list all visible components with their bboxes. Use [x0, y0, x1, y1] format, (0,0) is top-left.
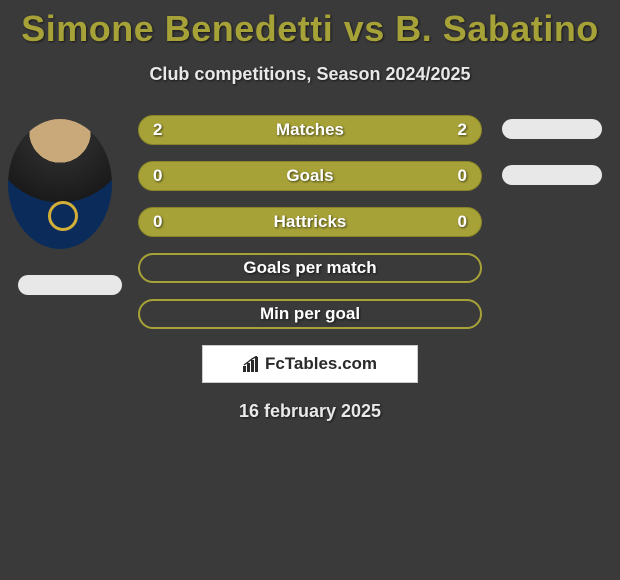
bar-chart-icon [243, 356, 261, 372]
stat-label: Min per goal [260, 304, 360, 324]
stat-bar-matches: 2 Matches 2 [138, 115, 482, 145]
player-right-pill-2 [502, 165, 602, 185]
stat-right-value: 0 [458, 212, 467, 232]
stat-right-value: 0 [458, 166, 467, 186]
stat-left-value: 2 [153, 120, 162, 140]
player-right-pill-1 [502, 119, 602, 139]
stat-label: Matches [276, 120, 344, 140]
stat-bar-goals: 0 Goals 0 [138, 161, 482, 191]
stat-label: Goals per match [243, 258, 376, 278]
player-left-name-pill [18, 275, 122, 295]
stat-left-value: 0 [153, 166, 162, 186]
stat-label: Goals [286, 166, 333, 186]
stat-bar-min-per-goal: Min per goal [138, 299, 482, 329]
page-title: Simone Benedetti vs B. Sabatino [0, 0, 620, 50]
source-logo: FcTables.com [202, 345, 418, 383]
comparison-panel: 2 Matches 2 0 Goals 0 0 Hattricks 0 Goal… [0, 115, 620, 422]
stat-label: Hattricks [274, 212, 347, 232]
stat-bars: 2 Matches 2 0 Goals 0 0 Hattricks 0 Goal… [138, 115, 482, 329]
player-left-avatar [8, 119, 112, 249]
stat-right-value: 2 [458, 120, 467, 140]
stat-left-value: 0 [153, 212, 162, 232]
subtitle: Club competitions, Season 2024/2025 [0, 64, 620, 85]
stat-bar-hattricks: 0 Hattricks 0 [138, 207, 482, 237]
snapshot-date: 16 february 2025 [0, 401, 620, 422]
stat-bar-goals-per-match: Goals per match [138, 253, 482, 283]
source-logo-text: FcTables.com [265, 354, 377, 374]
